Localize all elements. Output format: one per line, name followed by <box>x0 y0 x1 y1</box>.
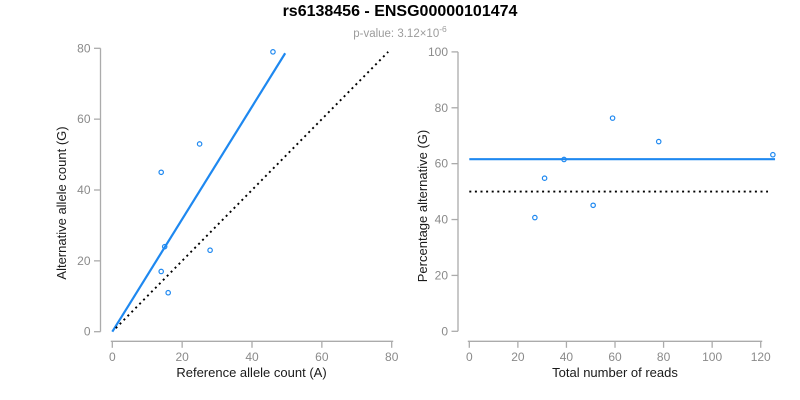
data-point <box>161 243 168 250</box>
x-tick-label: 20 <box>175 350 189 364</box>
left-x-axis-title: Reference allele count (A) <box>176 365 326 380</box>
data-point <box>770 151 776 158</box>
p-value-text: p-value: 3.12×10 <box>353 27 440 40</box>
data-point <box>541 175 548 181</box>
p-value-exponent: -6 <box>439 24 447 34</box>
data-point <box>532 214 538 221</box>
x-tick-label: 20 <box>511 350 525 364</box>
y-tick-label: 0 <box>441 324 448 338</box>
y-tick-label: 100 <box>428 45 448 59</box>
right-x-axis-title: Total number of reads <box>552 365 678 380</box>
data-point <box>158 268 164 275</box>
x-tick-label: 120 <box>751 350 771 364</box>
data-point <box>196 141 203 147</box>
x-tick-label: 60 <box>315 350 329 364</box>
right-y-axis-title: Percentage alternative (G) <box>415 130 430 282</box>
y-tick-label: 40 <box>77 183 91 197</box>
y-tick-label: 80 <box>435 101 449 115</box>
data-point <box>609 115 616 121</box>
x-tick-label: 40 <box>245 350 259 364</box>
x-tick-label: 60 <box>608 350 622 364</box>
x-tick-label: 80 <box>385 350 399 364</box>
data-point <box>561 156 567 163</box>
identity-line <box>115 51 389 329</box>
plot-elements: 0 20 40 60 80 0 20 40 60 80 0 20 40 60 80 100 120 0 20 40 60… <box>77 41 776 364</box>
y-tick-label: 60 <box>435 157 449 171</box>
y-tick-label: 80 <box>77 41 91 55</box>
data-point <box>270 49 276 55</box>
page-title: rs6138456 - ENSG00000101474 <box>282 3 518 20</box>
p-value-subtitle: p-value: 3.12×10-6 <box>0 24 800 40</box>
data-point <box>655 138 662 145</box>
fit-line <box>111 52 287 333</box>
y-tick-label: 0 <box>84 325 91 339</box>
x-tick-label: 80 <box>657 350 671 364</box>
left-y-axis-title: Alternative allele count (G) <box>54 126 69 279</box>
x-tick-label: 0 <box>466 350 473 364</box>
data-point <box>165 289 171 296</box>
x-tick-label: 100 <box>702 350 722 364</box>
x-tick-label: 0 <box>109 350 116 364</box>
y-tick-label: 20 <box>77 254 91 268</box>
y-tick-label: 20 <box>435 268 449 282</box>
y-tick-label: 40 <box>435 213 449 227</box>
data-point <box>158 169 164 176</box>
y-tick-label: 60 <box>77 112 91 126</box>
data-point <box>207 247 213 254</box>
data-point <box>590 202 596 209</box>
x-tick-label: 40 <box>560 350 574 364</box>
